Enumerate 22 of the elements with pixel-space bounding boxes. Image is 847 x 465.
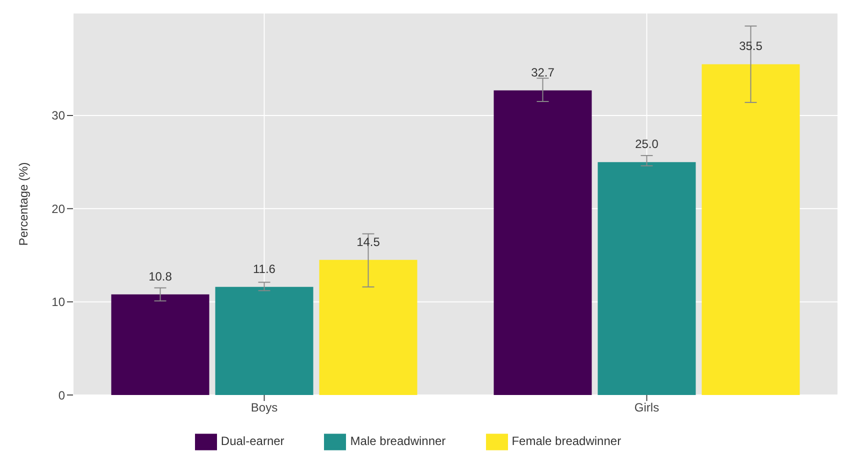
- bar: [319, 260, 418, 395]
- x-tick-label: Boys: [250, 400, 278, 415]
- bar: [215, 286, 314, 395]
- y-tick-label: 10: [52, 295, 66, 310]
- data-label: 25.0: [635, 137, 659, 152]
- x-tick-label: Girls: [634, 400, 660, 415]
- bar: [598, 162, 696, 395]
- y-tick-label: 0: [58, 388, 66, 402]
- legend-label: Female breadwinner: [512, 434, 622, 448]
- data-label: 10.8: [148, 269, 172, 284]
- legend-label: Male breadwinner: [350, 434, 446, 448]
- data-label: 14.5: [356, 234, 380, 249]
- legend-label: Dual-earner: [220, 434, 284, 448]
- bar: [111, 294, 210, 395]
- y-tick-label: 30: [52, 108, 66, 123]
- y-axis-title: Percentage (%): [16, 162, 30, 246]
- bar: [494, 90, 592, 395]
- data-label: 32.7: [531, 65, 555, 80]
- y-tick-label: 20: [52, 202, 66, 216]
- data-label: 11.6: [253, 262, 276, 276]
- bar: [702, 64, 800, 395]
- data-label: 35.5: [739, 39, 763, 54]
